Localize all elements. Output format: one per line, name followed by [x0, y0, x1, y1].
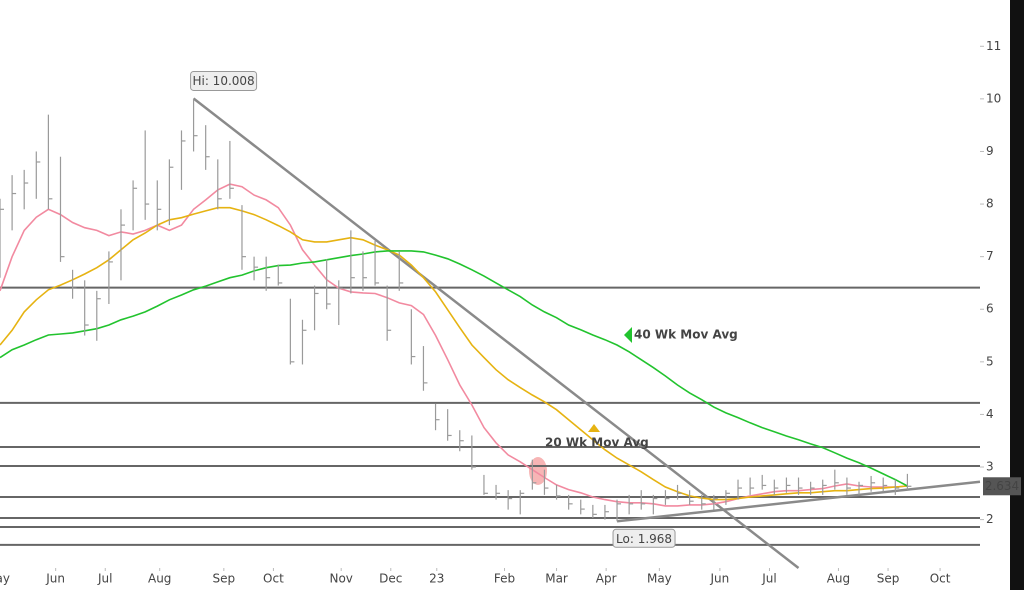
lo-label: Lo: 1.968 — [616, 532, 672, 546]
x-tick-label: Jul — [761, 572, 776, 586]
x-tick-label: Sep — [213, 572, 236, 586]
x-tick-label: Jun — [45, 572, 65, 586]
trend-line — [616, 480, 981, 523]
legend-marker — [588, 424, 600, 432]
x-tick-label: 23 — [429, 572, 444, 586]
lo-label-box — [612, 528, 676, 548]
y-tick-label: 5 — [986, 354, 994, 368]
moving-average — [0, 250, 908, 487]
hi-label-box — [190, 70, 258, 91]
moving-average — [0, 206, 908, 501]
x-tick-label: May — [0, 572, 10, 586]
y-tick-label: 8 — [986, 197, 994, 211]
x-tick-label: Jun — [710, 572, 730, 586]
x-tick-label: Apr — [596, 572, 617, 586]
x-tick-label: Feb — [494, 572, 515, 586]
y-tick-label: 11 — [986, 39, 1001, 53]
last-price-box — [983, 477, 1021, 496]
x-tick-label: May — [647, 572, 672, 586]
y-tick-label: 4 — [986, 407, 994, 421]
x-tick-label: Aug — [148, 572, 171, 586]
y-tick-label: 9 — [986, 144, 994, 158]
last-price: 2.634 — [985, 479, 1019, 493]
y-tick-label: 3 — [986, 460, 994, 474]
x-tick-label: Aug — [827, 572, 850, 586]
x-tick-label: Mar — [545, 572, 568, 586]
x-tick-label: Oct — [930, 572, 951, 586]
x-tick-label: Nov — [329, 572, 352, 586]
moving-average — [0, 183, 908, 507]
y-tick-label: 7 — [986, 249, 994, 263]
legend-marker — [624, 327, 632, 343]
highlight — [529, 457, 547, 485]
legend-label: 40 Wk Mov Avg — [634, 328, 738, 342]
y-tick-label: 2 — [986, 512, 994, 526]
y-tick-label: 6 — [986, 302, 994, 316]
right-edge — [1010, 0, 1024, 590]
x-tick-label: Oct — [263, 572, 284, 586]
x-tick-label: Dec — [379, 572, 402, 586]
hi-label: Hi: 10.008 — [192, 74, 254, 88]
y-tick-label: 10 — [986, 91, 1001, 105]
x-tick-label: Sep — [877, 572, 900, 586]
legend-label: 20 Wk Mov Avg — [545, 436, 649, 450]
x-tick-label: Jul — [97, 572, 112, 586]
trend-line — [192, 97, 800, 569]
